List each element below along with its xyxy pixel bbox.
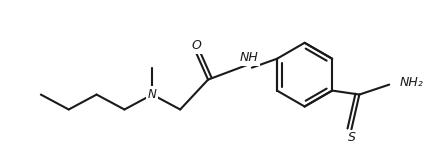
Text: N: N [148,88,157,101]
Text: O: O [191,39,201,52]
Text: S: S [348,131,355,144]
Text: NH₂: NH₂ [399,76,423,89]
Text: NH: NH [239,51,258,64]
